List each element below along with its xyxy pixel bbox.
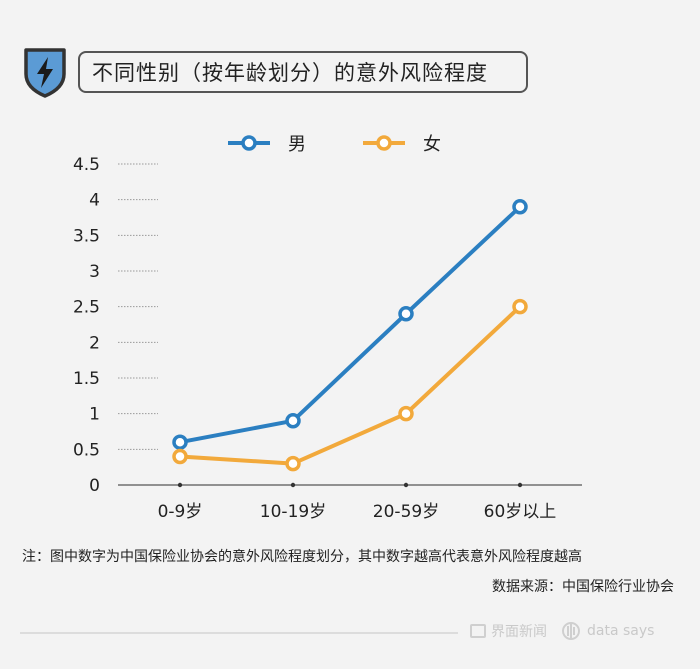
data-source: 数据来源：中国保险行业协会 bbox=[492, 579, 674, 595]
data-point bbox=[172, 448, 188, 465]
series-line bbox=[179, 205, 522, 445]
page-title: 不同性别（按年龄划分）的意外风险程度 bbox=[78, 51, 528, 93]
x-tick-dot bbox=[177, 482, 183, 488]
x-tick-dot bbox=[403, 482, 409, 488]
y-tick-label: 1.5 bbox=[73, 369, 100, 389]
x-tick-label: 10-19岁 bbox=[260, 502, 326, 522]
lightning-shield-icon bbox=[24, 48, 66, 98]
y-tick-label: 4.5 bbox=[73, 155, 100, 175]
legend-label: 女 bbox=[423, 134, 441, 155]
y-tick-label: 3.5 bbox=[73, 226, 100, 246]
line-chart: 0 0.5 1 1.5 2 2.5 3 3.5 4 4.5 0-9岁 10-19岁 20-59岁 60岁以… bbox=[73, 134, 582, 522]
x-tick-dot bbox=[290, 482, 296, 488]
data-point bbox=[398, 306, 414, 322]
legend-label: 男 bbox=[288, 134, 306, 155]
series-line bbox=[179, 305, 522, 466]
x-tick-label: 60岁以上 bbox=[484, 502, 557, 522]
x-tick-dot bbox=[517, 482, 523, 488]
y-tick-label: 3 bbox=[89, 262, 100, 282]
footer-brand: 界面新闻 data says bbox=[470, 620, 654, 642]
data-point bbox=[172, 434, 188, 450]
x-tick-label: 20-59岁 bbox=[373, 502, 439, 522]
data-point bbox=[285, 413, 301, 429]
data-point bbox=[398, 405, 414, 422]
data-point bbox=[512, 199, 528, 215]
brand-name: 界面新闻 bbox=[491, 624, 547, 640]
x-tick-label: 0-9岁 bbox=[158, 502, 203, 522]
brand-tag: data says bbox=[587, 623, 655, 639]
y-tick-label: 2.5 bbox=[73, 298, 100, 318]
footnote: 注：图中数字为中国保险业协会的意外风险程度划分，其中数字越高代表意外风险程度越高 bbox=[22, 549, 582, 565]
legend-marker bbox=[241, 135, 257, 151]
jiemian-logo-icon bbox=[470, 624, 486, 638]
y-tick-label: 1 bbox=[89, 405, 100, 425]
y-tick-label: 0.5 bbox=[73, 440, 100, 460]
data-point bbox=[512, 298, 528, 315]
y-tick-label: 2 bbox=[89, 333, 100, 353]
y-tick-label: 0 bbox=[89, 476, 100, 496]
data-point bbox=[285, 455, 301, 472]
legend-marker bbox=[376, 135, 392, 151]
footer-divider bbox=[20, 632, 458, 634]
y-tick-label: 4 bbox=[89, 191, 100, 211]
data-says-logo-icon bbox=[562, 622, 580, 640]
